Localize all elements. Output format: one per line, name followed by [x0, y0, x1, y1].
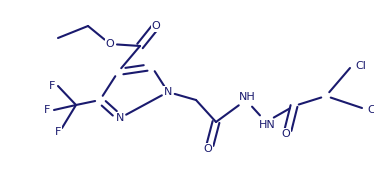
Text: Cl: Cl [367, 105, 374, 115]
Text: O: O [151, 21, 160, 31]
Text: HN: HN [259, 120, 275, 130]
Text: F: F [49, 81, 55, 91]
Text: N: N [164, 87, 172, 97]
Text: F: F [55, 127, 61, 137]
Text: O: O [105, 39, 114, 49]
Text: NH: NH [239, 92, 255, 102]
Text: Cl: Cl [355, 61, 366, 71]
Text: O: O [203, 144, 212, 154]
Text: F: F [44, 105, 50, 115]
Text: N: N [116, 113, 124, 123]
Text: O: O [282, 129, 290, 139]
